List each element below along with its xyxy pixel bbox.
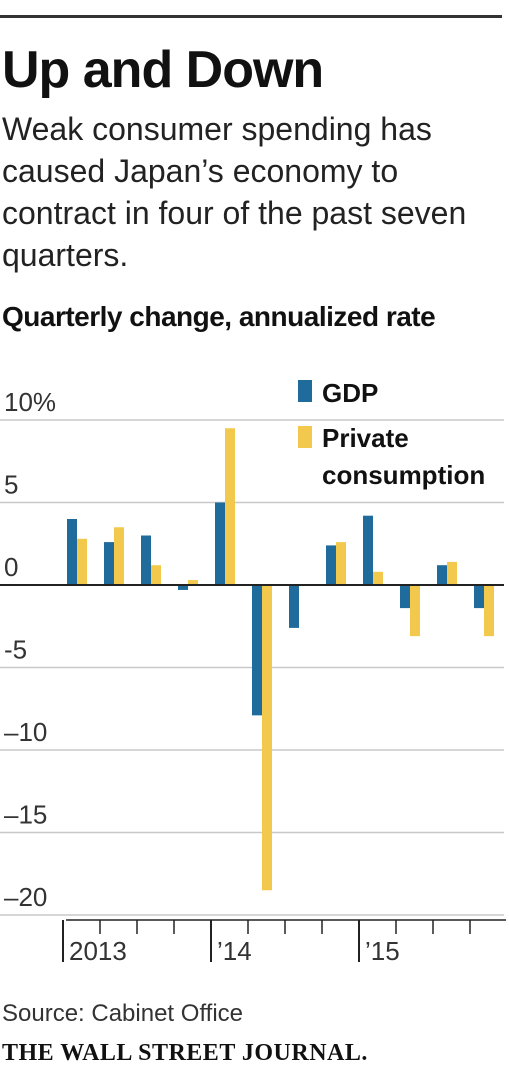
bar-gdp [289,585,299,628]
bar-private-consumption [188,580,198,585]
bar-private-consumption [262,585,272,891]
bars [67,428,494,891]
y-tick-label: 5 [4,470,18,500]
bar-gdp [67,519,77,585]
publisher-logo: THE WALL STREET JOURNAL. [2,1040,368,1066]
axis-labels: 10% 5 0 -5 –10 –15 –20 2013 ’14 ’15 [4,387,400,966]
source-note: Source: Cabinet Office [2,1000,244,1027]
top-rule [0,15,502,18]
bar-gdp [474,585,484,609]
x-year-label: ’14 [217,936,252,966]
legend-label-private: Private [322,423,409,453]
chart-title: Up and Down [2,41,324,99]
legend-label-consumption: consumption [322,460,485,490]
bar-gdp [363,515,373,585]
y-tick-label: –10 [4,717,47,747]
y-tick-label: 10% [4,387,56,417]
y-tick-label: 0 [4,552,18,582]
bar-gdp [178,585,188,590]
grid-lines [0,419,504,916]
bar-private-consumption [336,542,346,585]
x-year-label: 2013 [69,936,127,966]
bar-gdp [252,585,262,716]
bar-private-consumption [373,571,383,585]
legend-swatch-gdp [298,380,312,402]
bar-private-consumption [114,527,124,585]
y-tick-label: -5 [4,635,27,665]
axes [0,584,506,962]
bar-gdp [326,545,336,585]
bar-gdp [141,535,151,585]
bar-chart: 10% 5 0 -5 –10 –15 –20 2013 ’14 ’15 GDP Private c… [0,378,506,966]
bar-private-consumption [225,428,235,585]
legend-swatch-private-consumption [298,426,312,448]
bar-private-consumption [410,585,420,637]
bar-private-consumption [77,538,87,585]
units-label: Quarterly change, annualized rate [2,301,436,332]
bar-gdp [104,542,114,585]
x-year-label: ’15 [365,936,400,966]
bar-gdp [400,585,410,609]
bar-private-consumption [151,565,161,585]
bar-gdp [215,502,225,585]
legend-label-gdp: GDP [322,378,378,408]
bar-gdp [437,565,447,585]
y-tick-label: –20 [4,882,47,912]
legend: GDP Private consumption [298,378,485,490]
bar-private-consumption [447,561,457,585]
bar-private-consumption [484,585,494,637]
chart-subtitle: Weak consumer spending has caused Japan’… [2,111,467,273]
y-tick-label: –15 [4,800,47,830]
